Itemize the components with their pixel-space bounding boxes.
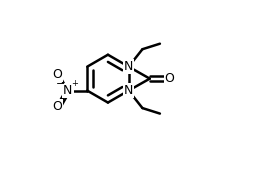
Text: +: + bbox=[72, 79, 78, 88]
Text: O: O bbox=[52, 68, 62, 81]
Text: −: − bbox=[55, 79, 65, 89]
Text: O: O bbox=[52, 100, 62, 113]
Text: O: O bbox=[165, 72, 174, 85]
Text: N: N bbox=[63, 84, 73, 97]
Text: N: N bbox=[124, 84, 133, 97]
Text: N: N bbox=[124, 60, 133, 73]
